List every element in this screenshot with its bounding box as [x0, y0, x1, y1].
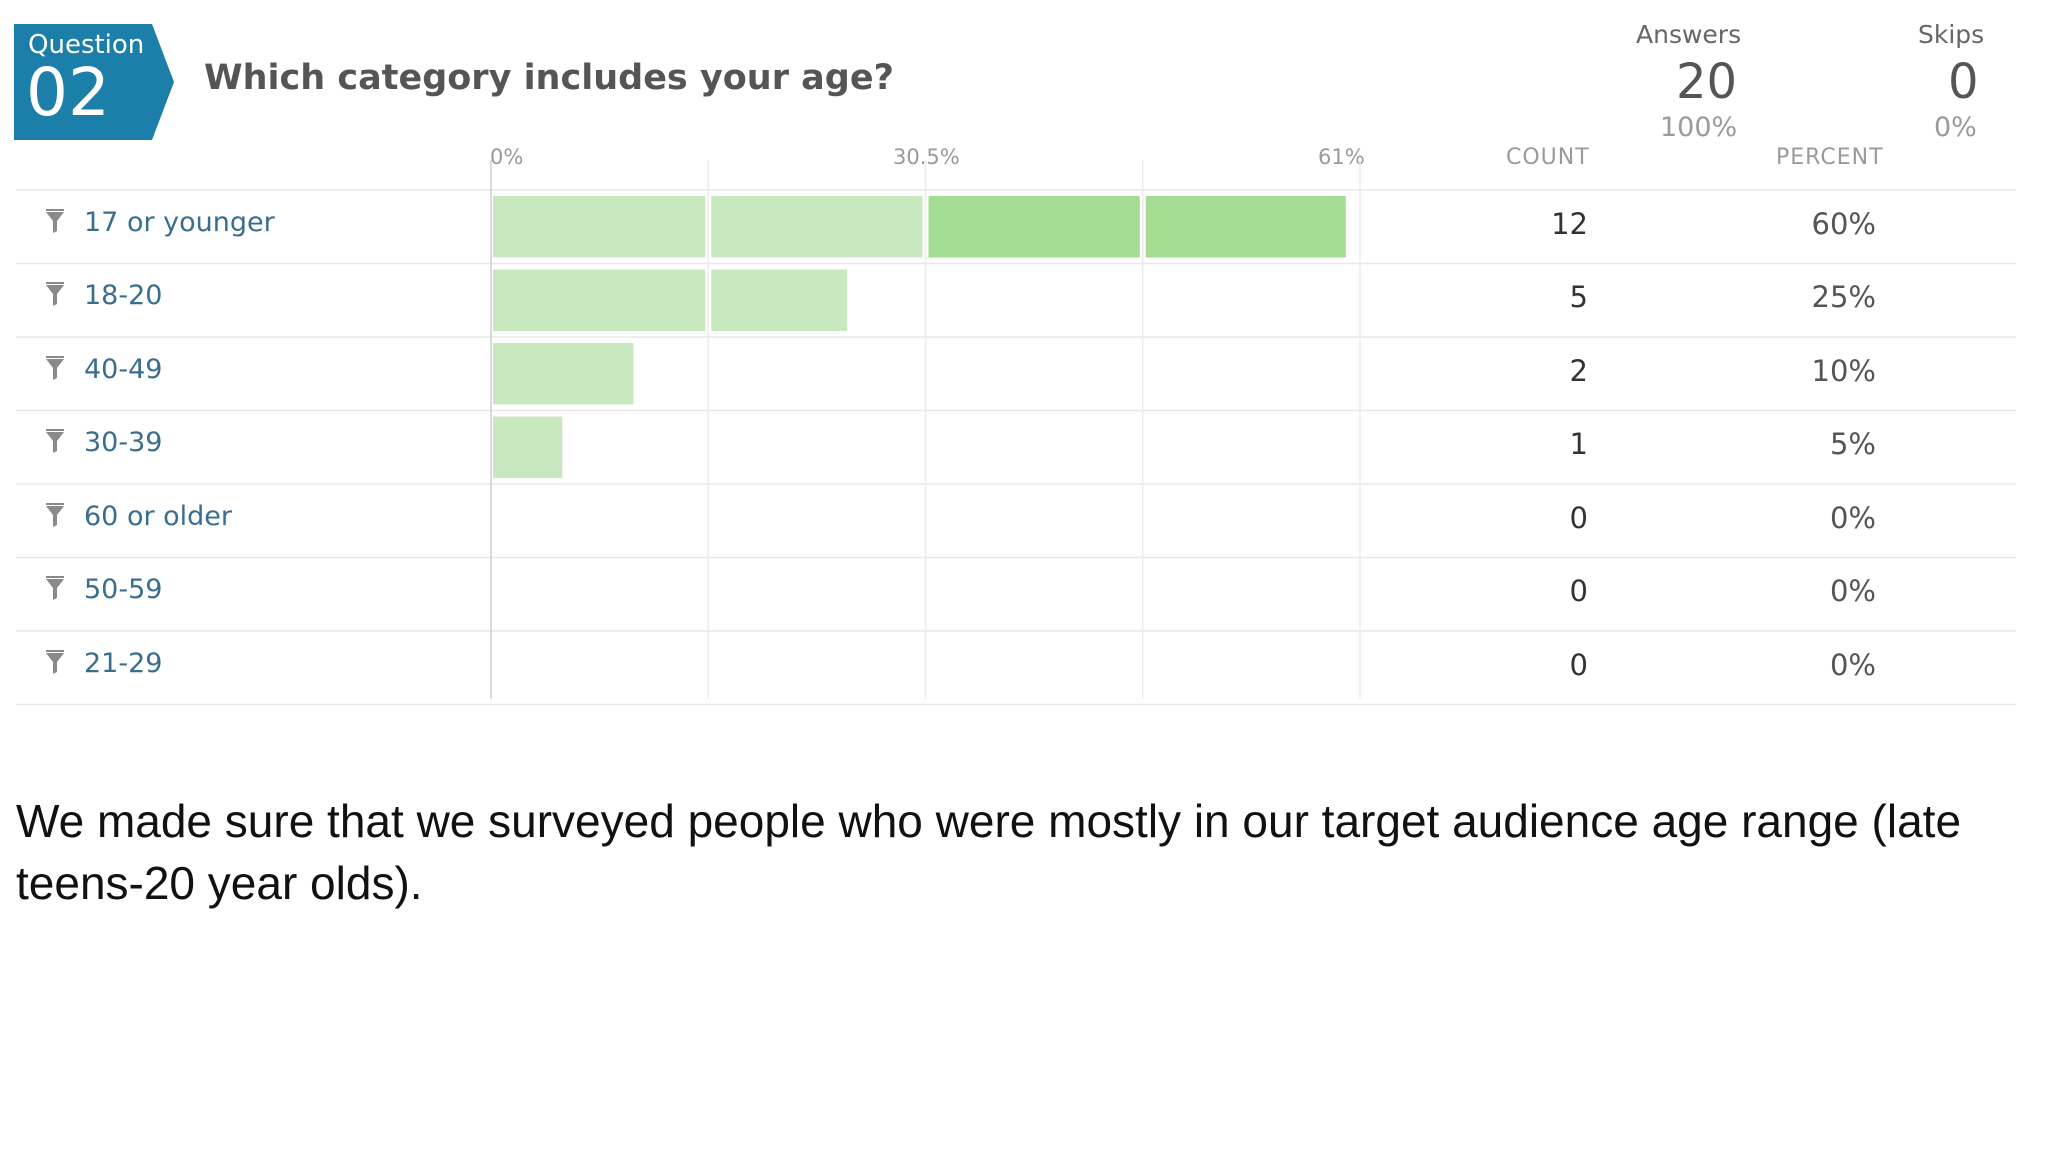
skips-percent: 0%: [1934, 112, 1977, 143]
percent-cell: 5%: [1829, 427, 1876, 462]
funnel-icon: [46, 355, 64, 380]
count-cell: 1: [1569, 427, 1588, 462]
count-cell: 12: [1551, 206, 1588, 241]
count-column-header: COUNT: [1506, 145, 1590, 170]
percent-column-header: PERCENT: [1776, 145, 1884, 170]
question-label: Question: [28, 30, 145, 60]
question-number: 02: [26, 54, 110, 131]
filter-icon[interactable]: [44, 649, 66, 676]
funnel-icon: [46, 576, 64, 601]
skips-label: Skips: [1918, 20, 1985, 49]
category-label[interactable]: 18-20: [84, 280, 163, 312]
count-cell: 5: [1569, 280, 1588, 315]
skips-value: 0: [1948, 54, 1979, 110]
bar-chart: [16, 160, 2016, 706]
answers-label: Answers: [1636, 20, 1742, 49]
percent-cell: 60%: [1811, 206, 1876, 241]
count-cell: 0: [1569, 574, 1588, 609]
category-label[interactable]: 17 or younger: [84, 206, 275, 238]
filter-icon[interactable]: [44, 576, 66, 602]
filter-icon[interactable]: [44, 355, 66, 382]
bar-17-or-younger: [1145, 196, 1346, 258]
category-label[interactable]: 60 or older: [84, 500, 233, 532]
percent-cell: 25%: [1811, 280, 1876, 315]
answers-value: 20: [1676, 54, 1738, 110]
bar-17-or-younger: [711, 196, 923, 258]
bar-30-39: [493, 416, 563, 478]
bar-18-20: [711, 269, 848, 331]
percent-cell: 0%: [1829, 647, 1876, 682]
funnel-icon: [46, 208, 64, 233]
category-label[interactable]: 21-29: [84, 647, 163, 679]
bar-40-49: [493, 343, 634, 405]
axis-tick-label: 0%: [490, 145, 524, 169]
category-label[interactable]: 50-59: [84, 574, 163, 606]
funnel-icon: [46, 282, 64, 307]
count-cell: 2: [1569, 353, 1588, 388]
axis-tick-label: 61%: [1318, 145, 1365, 169]
category-label[interactable]: 30-39: [84, 427, 163, 459]
bar-17-or-younger: [928, 196, 1140, 258]
percent-cell: 10%: [1811, 353, 1876, 388]
question-badge: Question 02: [14, 24, 174, 140]
filter-icon[interactable]: [44, 502, 66, 529]
axis-tick-label: 30.5%: [893, 145, 960, 169]
question-title: Which category includes your age?: [204, 58, 894, 98]
filter-icon[interactable]: [44, 282, 66, 308]
funnel-icon: [46, 649, 64, 674]
filter-icon[interactable]: [44, 429, 66, 455]
bar-17-or-younger: [493, 196, 706, 258]
count-cell: 0: [1569, 500, 1588, 535]
category-label[interactable]: 40-49: [84, 353, 163, 385]
bar-18-20: [493, 269, 706, 331]
count-cell: 0: [1569, 647, 1588, 682]
funnel-icon: [46, 502, 64, 527]
answers-percent: 100%: [1660, 112, 1738, 143]
badge-shape: [14, 24, 174, 140]
filter-icon[interactable]: [44, 208, 66, 235]
percent-cell: 0%: [1829, 574, 1876, 609]
funnel-icon: [46, 429, 64, 454]
percent-cell: 0%: [1829, 500, 1876, 535]
slide-caption: We made sure that we surveyed people who…: [16, 795, 1962, 909]
